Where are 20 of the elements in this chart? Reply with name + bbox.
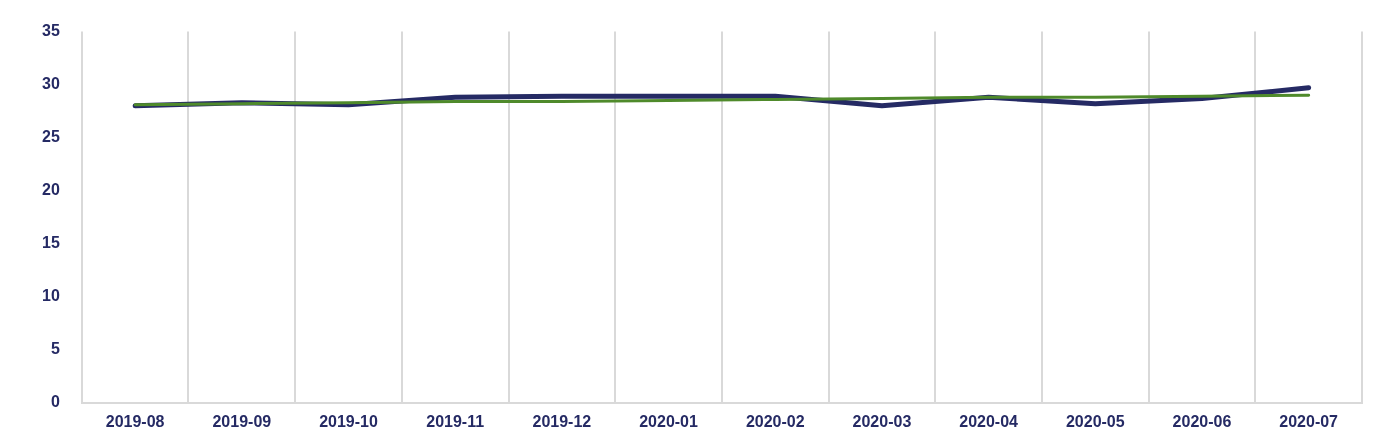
y-tick-label: 30 bbox=[42, 75, 60, 93]
x-tick-label: 2020-06 bbox=[1172, 412, 1232, 430]
x-tick-label: 2019-09 bbox=[212, 412, 272, 430]
x-tick-label: 2020-05 bbox=[1065, 412, 1125, 430]
y-tick-label: 10 bbox=[42, 287, 60, 305]
x-tick-label: 2019-10 bbox=[319, 412, 378, 430]
x-tick-label: 2019-11 bbox=[426, 412, 485, 430]
x-tick-label: 2020-04 bbox=[959, 412, 1019, 430]
x-tick-label: 2020-01 bbox=[639, 412, 699, 430]
y-tick-label: 35 bbox=[42, 22, 60, 40]
x-tick-label: 2019-12 bbox=[532, 412, 592, 430]
y-tick-label: 0 bbox=[50, 393, 60, 411]
y-tick-label: 5 bbox=[50, 340, 60, 358]
y-tick-label: 25 bbox=[42, 128, 60, 146]
x-tick-label: 2020-07 bbox=[1279, 412, 1339, 430]
y-tick-label: 15 bbox=[42, 234, 60, 252]
x-tick-label: 2020-03 bbox=[852, 412, 912, 430]
y-tick-label: 20 bbox=[42, 181, 60, 199]
x-tick-label: 2020-02 bbox=[745, 412, 805, 430]
x-tick-label: 2019-08 bbox=[105, 412, 165, 430]
